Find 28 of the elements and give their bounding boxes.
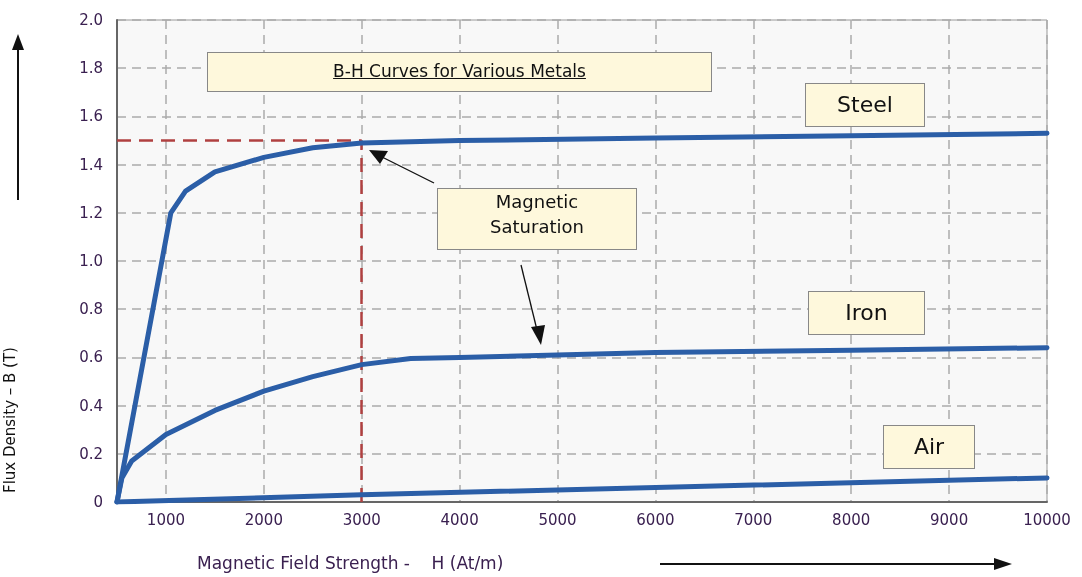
y-tick-label: 1.6	[79, 107, 103, 126]
y-tick-label: 0	[93, 493, 103, 511]
y-tick-label: 1.8	[79, 59, 103, 78]
y-axis-title: Flux Density – B (T)	[1, 347, 19, 493]
x-tick-label: 1000	[146, 510, 186, 529]
y-tick-label: 1.4	[79, 155, 103, 174]
y-tick-label: 0.6	[79, 348, 103, 367]
label-box: B-H Curves for Various Metals	[207, 52, 712, 92]
label-box: Steel	[805, 83, 925, 128]
y-tick-label: 1.0	[79, 252, 103, 270]
x-tick-label: 8000	[832, 510, 871, 529]
x-axis-title: Magnetic Field Strength - H (At/m)	[197, 553, 504, 573]
x-tick-label: 7000	[734, 510, 773, 529]
x-tick-label: 6000	[636, 510, 675, 529]
label-box: Air	[883, 424, 975, 469]
y-tick-label: 2.0	[79, 11, 103, 29]
y-tick-label: 0.8	[79, 300, 103, 319]
y-tick-label: 1.2	[79, 203, 103, 222]
x-tick-label: 3000	[342, 510, 381, 529]
x-tick-label: 10000	[1023, 510, 1071, 529]
y-tick-label: 0.4	[79, 396, 103, 415]
y-tick-label: 0.2	[79, 444, 103, 463]
label-box: Magnetic Saturation	[437, 188, 637, 250]
x-tick-label: 2000	[244, 510, 283, 529]
label-box: Iron	[808, 290, 925, 335]
x-tick-label: 4000	[440, 510, 479, 529]
x-tick-label: 9000	[930, 510, 969, 529]
x-tick-label: 5000	[538, 510, 577, 529]
